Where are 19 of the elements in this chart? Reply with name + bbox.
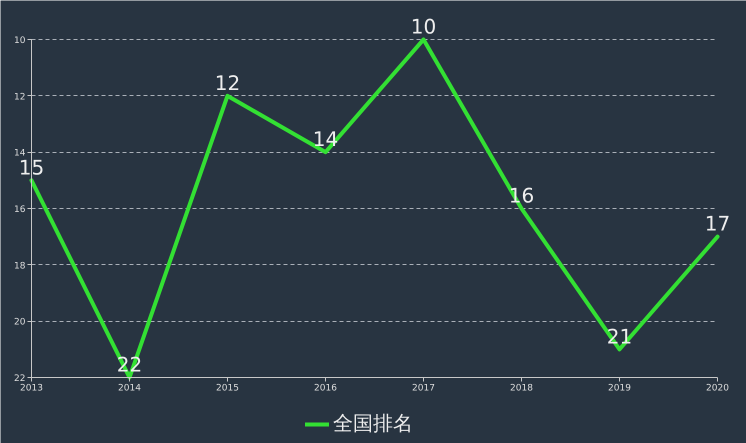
x-tick-label: 2014 [118, 384, 142, 394]
data-label: 12 [214, 70, 240, 95]
x-tick-label: 2019 [608, 384, 632, 394]
x-tick-label: 2017 [412, 384, 435, 394]
y-tick-label: 12 [14, 92, 26, 102]
y-tick-label: 14 [14, 148, 26, 159]
x-tick-label: 2020 [706, 384, 730, 394]
y-tick-label: 16 [14, 205, 26, 215]
y-tick-label: 10 [14, 36, 26, 46]
legend-label: 全国排名 [333, 410, 413, 437]
x-tick-label: 2015 [216, 384, 239, 394]
y-tick-label: 20 [14, 318, 26, 328]
y-tick-label: 18 [14, 261, 26, 272]
y-tick-label: 22 [14, 374, 26, 384]
data-label: 17 [704, 212, 730, 236]
x-tick-label: 2016 [314, 384, 338, 394]
x-tick-label: 2013 [20, 384, 43, 394]
x-tick-label: 2018 [510, 384, 534, 394]
data-label: 10 [410, 14, 436, 38]
